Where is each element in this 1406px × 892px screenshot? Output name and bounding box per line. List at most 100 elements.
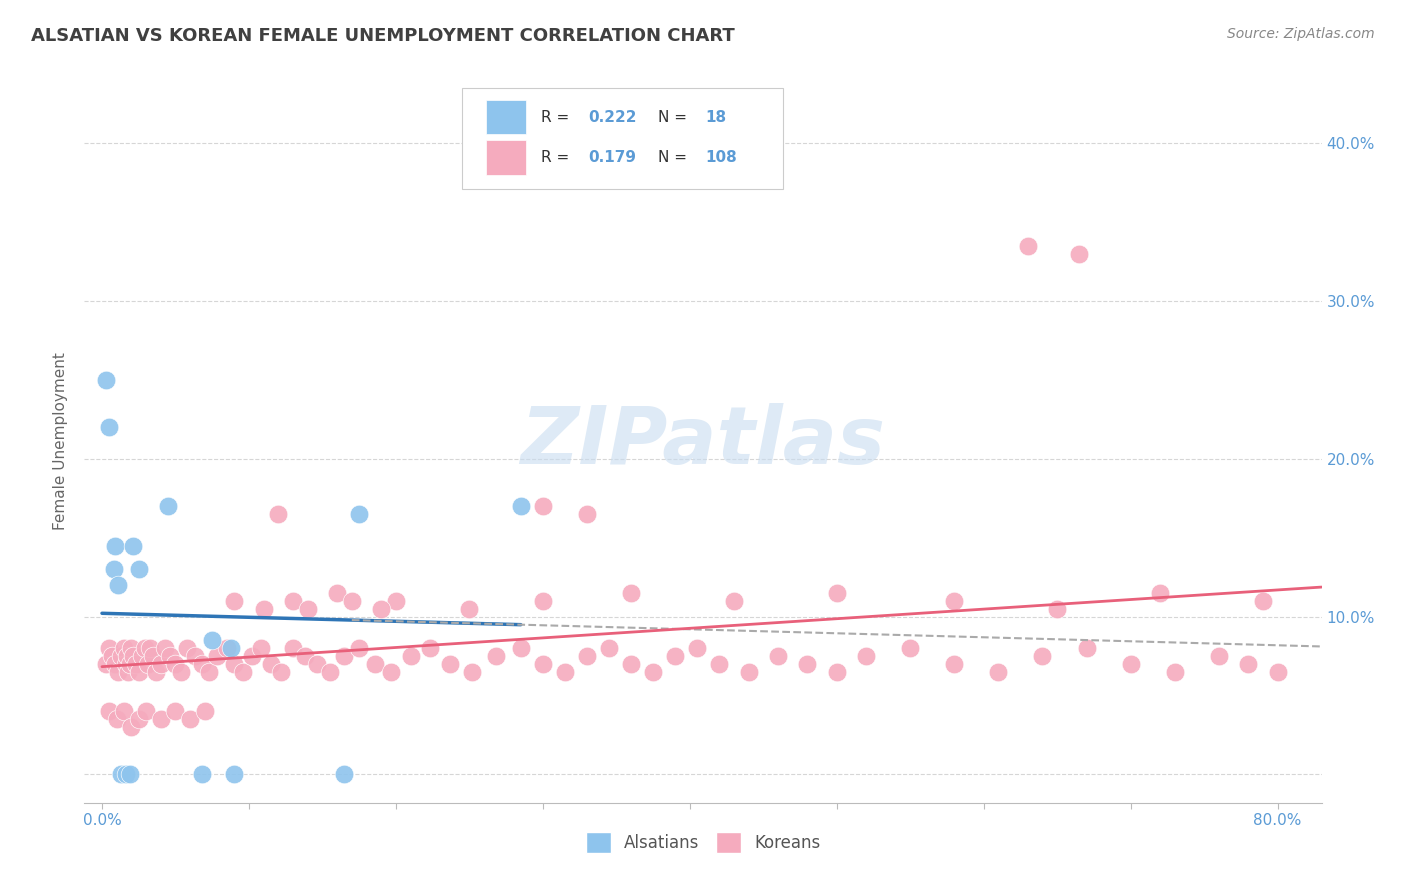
Point [898,641,921,656]
Point [333,649,356,664]
Text: ALSATIAN VS KOREAN FEMALE UNEMPLOYMENT CORRELATION CHART: ALSATIAN VS KOREAN FEMALE UNEMPLOYMENT C… [31,27,735,45]
Point [1031,649,1053,664]
Point [461,665,484,679]
Text: 0.222: 0.222 [588,110,637,125]
Point [128,712,150,726]
Point [260,657,283,671]
Point [183,649,205,664]
Point [1251,594,1274,608]
Point [1208,649,1230,664]
Text: R =: R = [541,110,574,125]
Point [205,649,228,664]
Point [224,657,246,671]
Point [294,649,316,664]
Point [439,657,461,671]
Point [531,594,554,608]
Point [153,641,176,656]
Point [270,665,292,679]
Point [943,594,966,608]
Point [136,657,159,671]
Point [1119,657,1142,671]
Point [142,649,165,664]
Point [281,641,304,656]
Point [297,601,319,615]
Point [1237,657,1260,671]
Point [118,657,141,671]
Point [531,657,554,671]
Point [240,649,263,664]
Point [267,507,290,521]
Point [249,641,271,656]
Text: 108: 108 [706,150,737,165]
Text: R =: R = [541,150,574,165]
Point [145,665,167,679]
Point [104,539,127,553]
Point [224,594,246,608]
Point [943,657,966,671]
Point [201,633,224,648]
Point [253,601,276,615]
Point [191,657,214,671]
Point [380,665,402,679]
Point [107,578,129,592]
Point [319,665,342,679]
Point [176,641,198,656]
Point [139,641,162,656]
Text: Source: ZipAtlas.com: Source: ZipAtlas.com [1227,27,1375,41]
Point [1046,601,1069,615]
Point [766,649,789,664]
Point [364,657,387,671]
Point [509,500,531,514]
Point [232,665,254,679]
Point [723,594,745,608]
Point [281,594,304,608]
Point [191,767,214,781]
Point [117,665,139,679]
Point [1163,665,1185,679]
Text: N =: N = [658,110,692,125]
Point [1149,586,1171,600]
Bar [486,100,526,135]
Point [105,712,128,726]
Point [554,665,576,679]
Point [101,649,124,664]
Point [120,720,142,734]
Point [796,657,818,671]
Point [98,704,121,718]
Point [98,641,121,656]
Point [987,665,1010,679]
Point [128,665,150,679]
Point [98,420,121,434]
Point [575,649,598,664]
Point [707,657,730,671]
Point [112,641,135,656]
Point [620,657,643,671]
Point [1267,665,1289,679]
FancyBboxPatch shape [461,87,783,189]
Point [333,767,356,781]
Point [114,657,136,671]
Point [737,665,759,679]
Point [107,665,129,679]
Point [125,657,148,671]
Point [224,767,246,781]
Point [825,586,848,600]
Point [340,594,363,608]
Text: N =: N = [658,150,692,165]
Point [114,767,136,781]
Point [118,767,141,781]
Point [128,562,150,576]
Point [198,665,221,679]
Point [399,649,422,664]
Point [1076,641,1098,656]
Point [221,641,243,656]
Point [120,641,142,656]
Point [458,601,481,615]
Y-axis label: Female Unemployment: Female Unemployment [53,352,69,531]
Point [485,649,508,664]
Point [134,641,156,656]
Point [575,507,598,521]
Text: 18: 18 [706,110,727,125]
Point [115,649,138,664]
Point [215,641,238,656]
